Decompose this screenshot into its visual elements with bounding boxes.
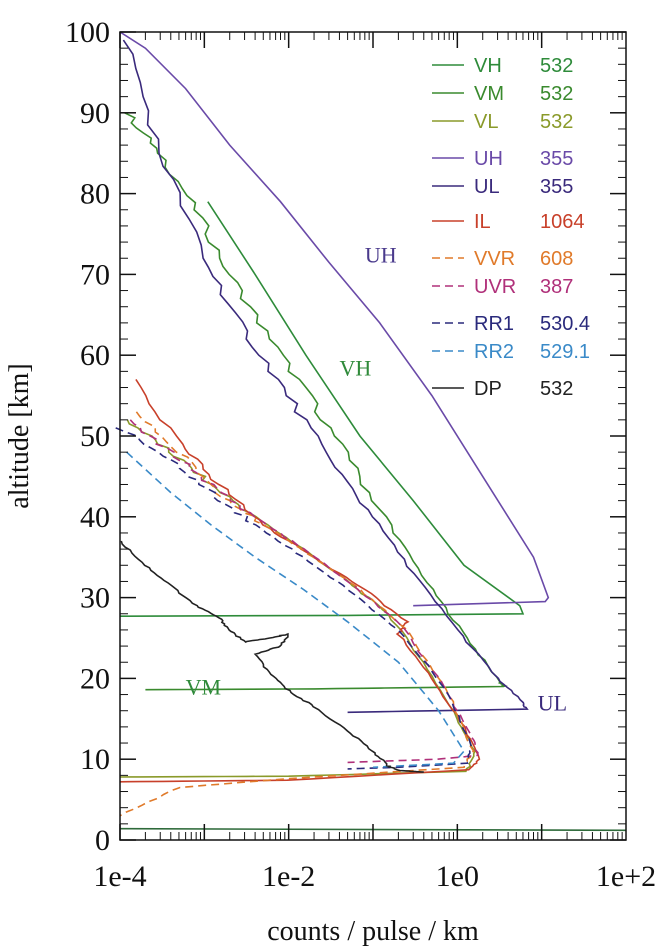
y-tick-label: 40 bbox=[80, 501, 110, 534]
y-tick-label: 20 bbox=[80, 662, 110, 695]
y-tick-label: 0 bbox=[95, 824, 110, 857]
y-tick-label: 30 bbox=[80, 582, 110, 615]
y-tick-label: 90 bbox=[80, 97, 110, 130]
legend-wavelength: 608 bbox=[540, 248, 573, 270]
legend-wavelength: 529.1 bbox=[540, 341, 590, 363]
legend-label: UL bbox=[474, 176, 500, 198]
legend-label: VL bbox=[474, 111, 498, 133]
legend-wavelength: 387 bbox=[540, 276, 573, 298]
y-axis-title: altitude [km] bbox=[4, 363, 35, 508]
legend-label: DP bbox=[474, 378, 502, 400]
legend-label: RR1 bbox=[474, 313, 514, 335]
legend-wavelength: 532 bbox=[540, 55, 573, 77]
legend-label: UH bbox=[474, 148, 503, 170]
legend-wavelength: 1064 bbox=[540, 211, 585, 233]
y-tick-label: 100 bbox=[65, 16, 110, 49]
series-line-uvr bbox=[129, 419, 479, 764]
series-line-vh bbox=[119, 201, 525, 618]
legend-label: RR2 bbox=[474, 341, 514, 363]
series-line-vm bbox=[124, 112, 508, 691]
y-tick-label: 50 bbox=[80, 420, 110, 453]
legend-wavelength: 530.4 bbox=[540, 313, 590, 335]
legend-label: VVR bbox=[474, 248, 515, 270]
annotation-label: VM bbox=[186, 675, 221, 700]
y-tick-label: 10 bbox=[80, 743, 110, 776]
series-line-uh bbox=[119, 31, 550, 607]
legend-wavelength: 355 bbox=[540, 148, 573, 170]
series-line-ul bbox=[122, 39, 529, 714]
legend-wavelength: 532 bbox=[540, 378, 573, 400]
x-tick-label: 1e0 bbox=[436, 860, 479, 893]
annotation-label: UL bbox=[538, 691, 567, 716]
y-tick-label: 80 bbox=[80, 178, 110, 211]
legend-label: IL bbox=[474, 211, 491, 233]
legend-label: UVR bbox=[474, 276, 516, 298]
x-tick-label: 1e-4 bbox=[93, 860, 146, 893]
ticks-layer: 0 10 20 30 40 50 60 70 80 90 100 1e-4 1e-2 1e0 1e+2 bbox=[65, 16, 656, 893]
legend-label: VH bbox=[474, 55, 502, 77]
x-tick-label: 1e-2 bbox=[262, 860, 315, 893]
annotation-label: UH bbox=[365, 242, 397, 267]
legend: VH 532 VM 532 VL 532 UH 355 UL 355 IL 1064 VVR 608 UVR… bbox=[432, 55, 590, 400]
y-tick-label: 60 bbox=[80, 339, 110, 372]
legend-wavelength: 532 bbox=[540, 83, 573, 105]
x-tick-label: 1e+2 bbox=[596, 860, 656, 893]
y-tick-label: 70 bbox=[80, 258, 110, 291]
annotation-layer: UH VH VM UL bbox=[186, 242, 568, 715]
annotation-label: VH bbox=[339, 355, 371, 380]
x-axis-title: counts / pulse / km bbox=[267, 916, 479, 947]
series-line-rr2 bbox=[126, 451, 465, 769]
legend-wavelength: 355 bbox=[540, 176, 573, 198]
series-line-dp bbox=[120, 540, 424, 773]
series-line-rr1 bbox=[115, 427, 473, 770]
legend-label: VM bbox=[474, 83, 504, 105]
legend-wavelength: 532 bbox=[540, 111, 573, 133]
